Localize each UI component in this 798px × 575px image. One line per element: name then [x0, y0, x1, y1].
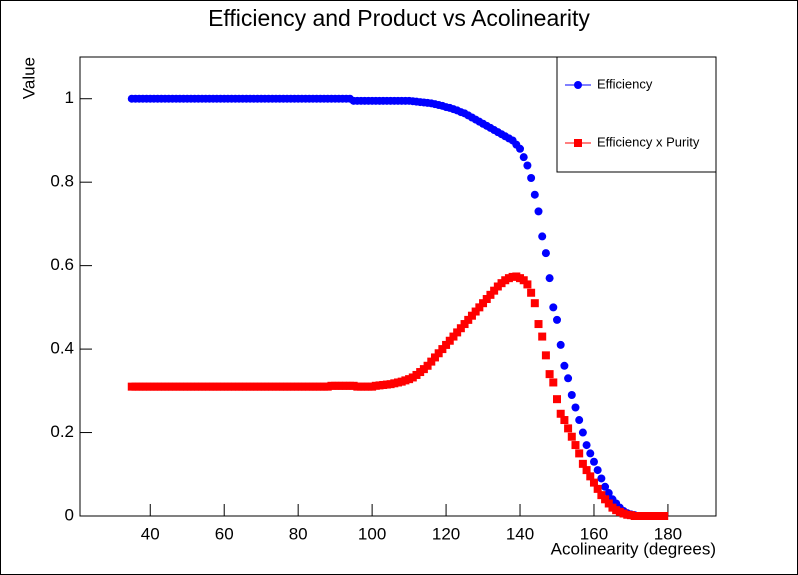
point — [534, 207, 543, 216]
point — [541, 351, 550, 360]
point — [538, 332, 547, 341]
point — [523, 161, 532, 170]
chart-title: Efficiency and Product vs Acolinearity — [208, 5, 590, 31]
y-tick-label: 0.8 — [50, 172, 74, 191]
x-axis-label: Acolinearity (degrees) — [551, 539, 716, 558]
point — [571, 403, 580, 412]
y-tick-label: 1 — [65, 88, 74, 107]
point — [556, 340, 565, 349]
x-tick-label: 40 — [141, 524, 160, 543]
point — [527, 288, 536, 297]
point — [556, 409, 565, 418]
plot-frame — [79, 56, 717, 517]
point — [527, 174, 536, 183]
x-tick-label: 80 — [289, 524, 308, 543]
x-tick-label: 120 — [432, 524, 460, 543]
point — [490, 286, 499, 295]
point — [534, 320, 543, 329]
point — [589, 478, 598, 487]
point — [430, 353, 439, 362]
point — [471, 307, 480, 316]
point — [567, 390, 576, 399]
y-tick-label: 0 — [65, 505, 74, 524]
legend-label: Efficiency x Purity — [597, 134, 700, 149]
point — [593, 484, 602, 493]
point — [604, 489, 613, 498]
point — [516, 144, 525, 153]
point — [604, 499, 613, 508]
point — [530, 299, 539, 308]
y-tick-label: 0.2 — [50, 422, 74, 441]
point — [578, 428, 587, 437]
point — [464, 315, 473, 324]
point — [589, 457, 598, 466]
point — [545, 274, 554, 283]
point — [560, 361, 569, 370]
point — [427, 357, 436, 366]
point — [597, 491, 606, 500]
point — [423, 361, 432, 370]
legend-box — [556, 56, 717, 173]
point — [482, 295, 491, 304]
point — [486, 290, 495, 299]
point — [564, 374, 573, 383]
point — [660, 512, 669, 520]
point — [467, 311, 476, 320]
point — [538, 232, 547, 241]
legend-marker — [574, 81, 582, 89]
point — [519, 276, 528, 285]
point — [578, 459, 587, 468]
point — [438, 345, 447, 354]
point — [571, 441, 580, 450]
point — [519, 153, 528, 162]
point — [575, 416, 584, 425]
point — [564, 424, 573, 433]
point — [586, 472, 595, 481]
y-tick-label: 0.4 — [50, 339, 74, 358]
point — [560, 416, 569, 425]
point — [601, 482, 610, 491]
point — [453, 328, 462, 337]
legend-label: Efficiency — [597, 76, 653, 91]
point — [479, 299, 488, 308]
point — [530, 190, 539, 199]
point — [545, 370, 554, 379]
x-tick-label: 60 — [215, 524, 234, 543]
point — [582, 466, 591, 475]
point — [553, 395, 561, 404]
point — [523, 280, 532, 289]
point — [575, 449, 584, 458]
legend-marker — [574, 139, 582, 147]
point — [445, 336, 454, 345]
point — [434, 349, 443, 358]
x-tick-label: 140 — [506, 524, 534, 543]
point — [549, 303, 558, 312]
point — [549, 378, 558, 387]
point — [553, 315, 561, 324]
x-tick-label: 180 — [654, 524, 682, 543]
point — [475, 303, 484, 312]
point — [442, 340, 451, 349]
point — [597, 474, 606, 483]
point — [586, 449, 595, 458]
point — [541, 249, 550, 258]
point — [460, 320, 469, 329]
y-axis-label: Value — [19, 57, 38, 99]
x-tick-label: 100 — [358, 524, 386, 543]
point — [449, 332, 458, 341]
point — [601, 495, 610, 504]
point — [593, 466, 602, 475]
point — [456, 324, 465, 333]
point — [582, 441, 591, 450]
y-tick-label: 0.6 — [50, 255, 74, 274]
point — [567, 432, 576, 441]
x-tick-label: 160 — [580, 524, 608, 543]
